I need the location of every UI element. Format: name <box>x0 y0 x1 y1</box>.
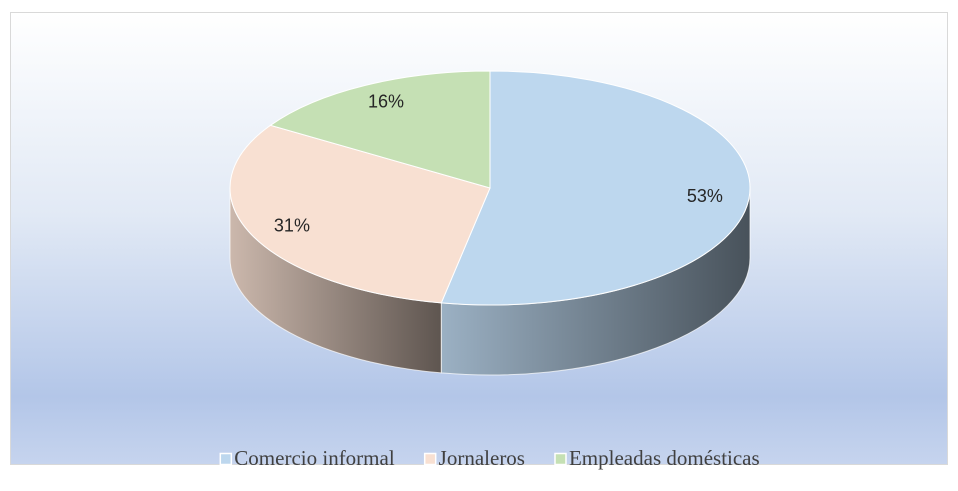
legend-marker <box>219 452 233 466</box>
pie-sides <box>229 187 751 376</box>
legend-marker <box>554 452 567 466</box>
data-labels: 53% 31% 16% <box>274 92 723 236</box>
data-label: 53% <box>687 186 723 206</box>
slice <box>440 70 751 306</box>
legend-marker <box>423 452 437 466</box>
pie-tops <box>229 70 751 306</box>
legend-label: Comercio informal <box>234 446 395 470</box>
legend-label: Empleadas domésticas <box>569 446 760 470</box>
data-label: 31% <box>274 215 310 235</box>
data-label: 16% <box>368 92 404 112</box>
legend: Comercio informal Jornaleros Empleadas dom… <box>219 446 760 470</box>
slice <box>269 70 491 189</box>
legend-label: Jornaleros <box>439 446 525 470</box>
